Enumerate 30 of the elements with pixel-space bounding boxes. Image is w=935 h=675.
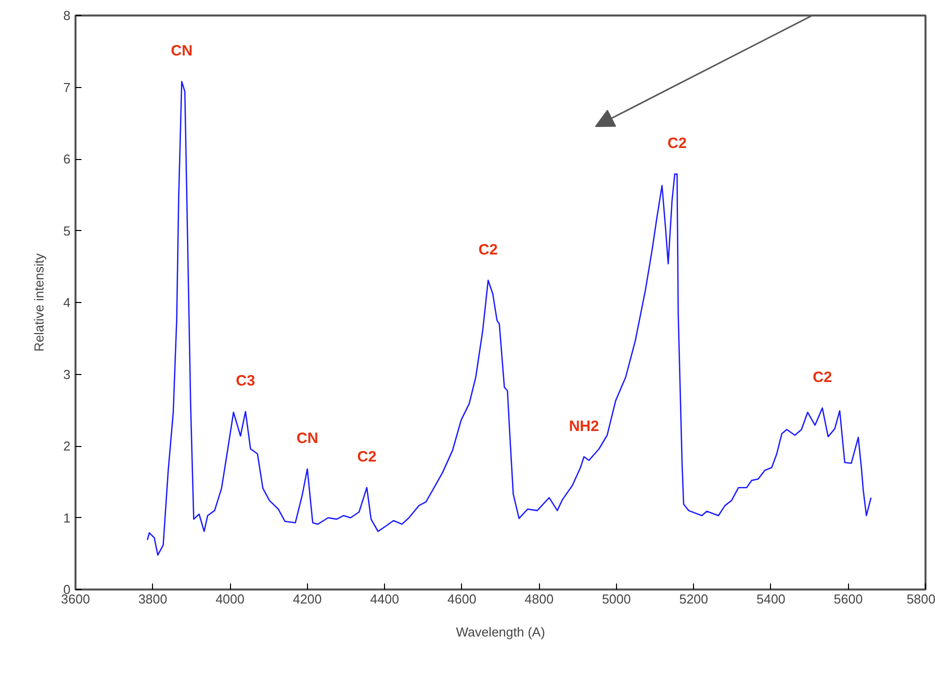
x-tick-label: 5200 [679,592,708,606]
x-tick-label: 5400 [756,592,786,606]
annotation: C2 [667,135,687,152]
annotation: C3 [236,372,256,390]
annotation: C2 [478,241,498,258]
x-tick-label: 4600 [447,592,476,606]
y-axis-title: Relative intensity [31,252,46,352]
annotation: CN [170,42,193,60]
x-tick-label: 4200 [292,592,322,606]
annotation: NH2 [568,418,599,435]
annotation: C2 [357,448,376,466]
y-tick-label: 1 [63,510,71,526]
x-axis-title: Wavelength (A) [456,624,546,640]
y-tick-label: 4 [63,295,71,310]
x-tick-label: 5800 [906,592,935,606]
annotation: C2 [812,368,832,386]
y-tick-label: 5 [63,223,71,238]
y-tick-label: 3 [63,366,71,382]
y-tick-label: 6 [63,152,71,166]
x-tick-label: 4000 [216,592,245,606]
x-tick-label: 4400 [370,592,400,606]
x-tick-label: 3800 [138,592,168,606]
annotation: CN [296,430,318,447]
x-tick-label: 4800 [524,592,554,606]
x-tick-label: 5000 [602,592,631,606]
y-tick-label: 2 [63,438,71,454]
line-series [146,80,872,556]
y-tick-label: 8 [63,8,71,23]
x-tick-label: 5600 [834,592,863,606]
y-tick-label: 7 [63,80,71,95]
